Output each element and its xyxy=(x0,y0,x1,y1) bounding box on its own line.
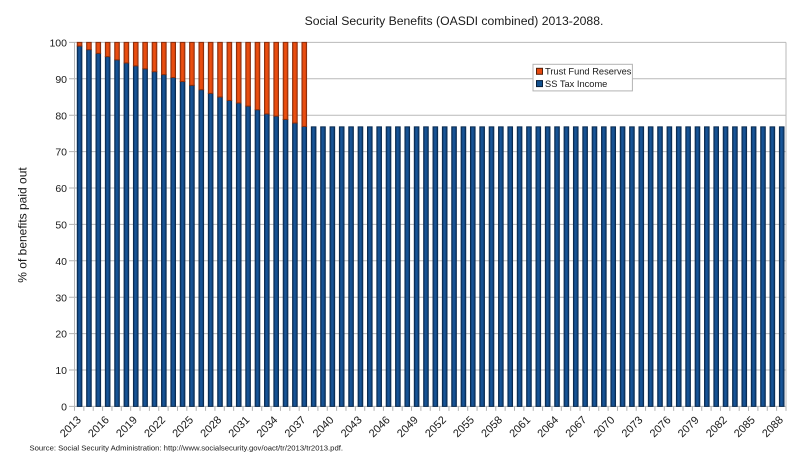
svg-text:2046: 2046 xyxy=(367,414,393,440)
svg-text:2025: 2025 xyxy=(170,414,196,440)
svg-text:90: 90 xyxy=(55,74,67,86)
svg-text:2058: 2058 xyxy=(479,414,505,440)
svg-text:2013: 2013 xyxy=(58,414,84,440)
svg-text:2061: 2061 xyxy=(507,414,533,440)
svg-text:2031: 2031 xyxy=(227,414,253,440)
svg-text:Social Security Benefits (OASD: Social Security Benefits (OASDI combined… xyxy=(305,14,604,28)
svg-text:40: 40 xyxy=(55,256,67,268)
svg-text:2028: 2028 xyxy=(198,414,224,440)
svg-text:2064: 2064 xyxy=(535,414,561,440)
svg-text:2082: 2082 xyxy=(704,414,730,440)
svg-text:10: 10 xyxy=(55,365,67,377)
svg-text:20: 20 xyxy=(55,329,67,341)
svg-text:2034: 2034 xyxy=(255,414,281,440)
svg-text:Source: Social Security Admini: Source: Social Security Administration: … xyxy=(30,443,344,452)
svg-text:2076: 2076 xyxy=(648,414,674,440)
svg-text:2079: 2079 xyxy=(676,414,702,440)
svg-text:100: 100 xyxy=(49,38,67,50)
svg-text:2070: 2070 xyxy=(592,414,618,440)
svg-text:SS Tax Income: SS Tax Income xyxy=(545,79,607,89)
svg-text:30: 30 xyxy=(55,292,67,304)
svg-text:2055: 2055 xyxy=(451,414,477,440)
svg-text:Trust Fund Reserves: Trust Fund Reserves xyxy=(545,66,632,76)
svg-text:2049: 2049 xyxy=(395,414,421,440)
svg-text:60: 60 xyxy=(55,183,67,195)
svg-text:2052: 2052 xyxy=(423,414,449,440)
svg-text:2073: 2073 xyxy=(620,414,646,440)
svg-text:0: 0 xyxy=(61,402,67,414)
svg-text:2040: 2040 xyxy=(311,414,337,440)
svg-text:2016: 2016 xyxy=(86,414,112,440)
svg-text:2019: 2019 xyxy=(114,414,140,440)
svg-text:2085: 2085 xyxy=(732,414,758,440)
svg-text:2022: 2022 xyxy=(142,414,168,440)
svg-text:2067: 2067 xyxy=(564,414,590,440)
svg-text:70: 70 xyxy=(55,147,67,159)
svg-text:80: 80 xyxy=(55,110,67,122)
svg-text:% of benefits paid out: % of benefits paid out xyxy=(15,167,29,283)
svg-text:2037: 2037 xyxy=(283,414,309,440)
svg-text:2043: 2043 xyxy=(339,414,365,440)
svg-text:2088: 2088 xyxy=(760,414,786,440)
svg-text:50: 50 xyxy=(55,220,67,232)
